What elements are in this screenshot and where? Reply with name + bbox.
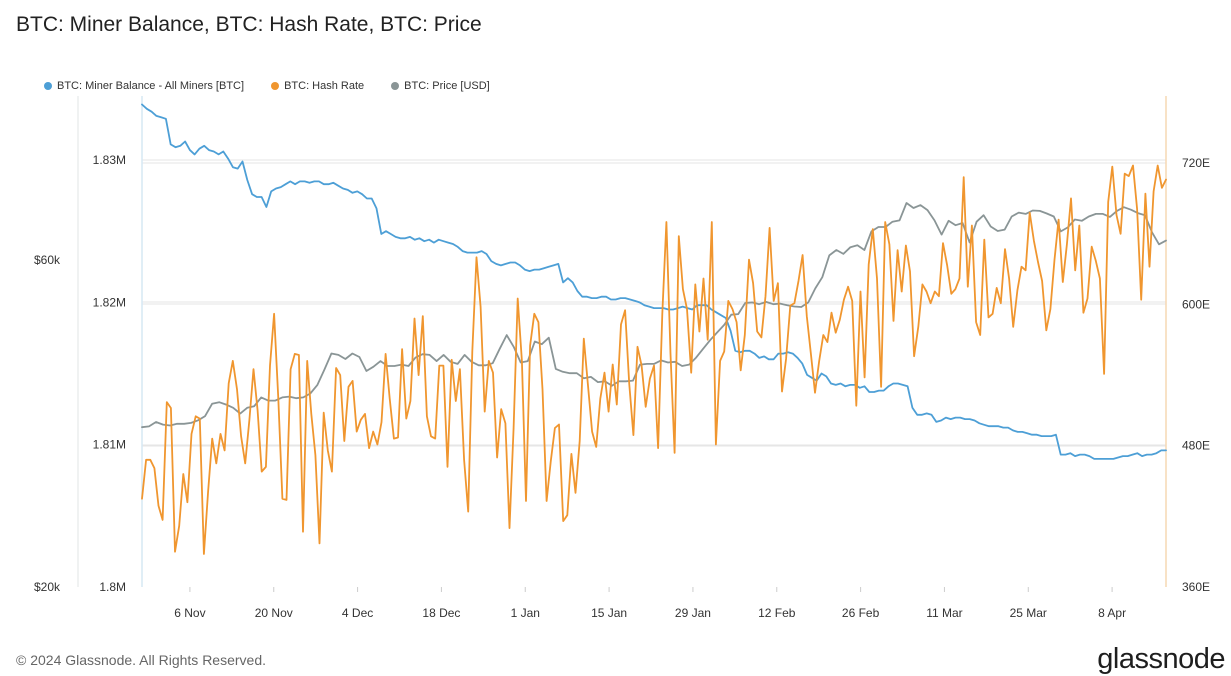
x-tick-label: 18 Dec: [422, 606, 460, 620]
x-tick-label: 20 Nov: [255, 606, 293, 620]
x-tick-label: 1 Jan: [511, 606, 540, 620]
legend-dot-price: [391, 82, 400, 90]
y-tick-label-hash-rate: 720E: [1182, 156, 1210, 170]
x-tick-label: 8 Apr: [1098, 606, 1126, 620]
legend-item-miner-balance[interactable]: BTC: Miner Balance - All Miners [BTC]: [44, 80, 244, 92]
y-tick-label-hash-rate: 360E: [1182, 580, 1210, 594]
y-tick-labels: 1.8M 1.81M 1.82M 1.83M 360E 480E 600E 720E $20k $…: [34, 153, 1210, 594]
y-tick-label-balance: 1.8M: [99, 580, 126, 594]
series-line-price: [141, 202, 1167, 429]
chart-title: BTC: Miner Balance, BTC: Hash Rate, BTC:…: [16, 13, 482, 36]
glassnode-logo: glassnode: [1097, 643, 1225, 675]
legend-label-miner-balance: BTC: Miner Balance - All Miners [BTC]: [57, 80, 245, 92]
x-tick-label: 25 Mar: [1010, 606, 1047, 620]
legend-dot-miner-balance: [44, 82, 52, 90]
copyright-text: © 2024 Glassnode. All Rights Reserved.: [16, 652, 267, 668]
legend-dot-hash-rate: [271, 82, 280, 90]
legend-label-price: BTC: Price [USD]: [404, 80, 490, 92]
series-line-miner-balance: [141, 103, 1167, 460]
y-tick-label-price: $20k: [34, 580, 61, 594]
x-tick-label: 6 Nov: [174, 606, 205, 620]
y-tick-label-hash-rate: 600E: [1182, 297, 1210, 311]
y-tick-label-hash-rate: 480E: [1182, 439, 1210, 453]
y-tick-label-price: $60k: [34, 253, 61, 267]
legend-item-hash-rate[interactable]: BTC: Hash Rate: [271, 80, 364, 92]
x-tick-label: 4 Dec: [342, 606, 373, 620]
x-tick-label: 12 Feb: [758, 606, 796, 620]
y-tick-label-balance: 1.83M: [93, 153, 126, 167]
x-tick-labels: 6 Nov 20 Nov 4 Dec 18 Dec 1 Jan 15 Jan 29 Jan 1…: [174, 587, 1126, 620]
legend-item-price[interactable]: BTC: Price [USD]: [391, 80, 490, 92]
x-tick-label: 11 Mar: [926, 606, 962, 620]
series-line-hash-rate: [141, 164, 1167, 555]
legend: BTC: Miner Balance - All Miners [BTC] BT…: [44, 79, 490, 93]
y-tick-label-balance: 1.81M: [93, 438, 126, 452]
x-tick-label: 15 Jan: [591, 606, 627, 620]
x-tick-label: 29 Jan: [675, 606, 711, 620]
legend-label-hash-rate: BTC: Hash Rate: [284, 80, 365, 92]
gridlines: [142, 159, 1166, 447]
y-tick-label-balance: 1.82M: [93, 295, 126, 309]
x-tick-label: 26 Feb: [842, 606, 880, 620]
